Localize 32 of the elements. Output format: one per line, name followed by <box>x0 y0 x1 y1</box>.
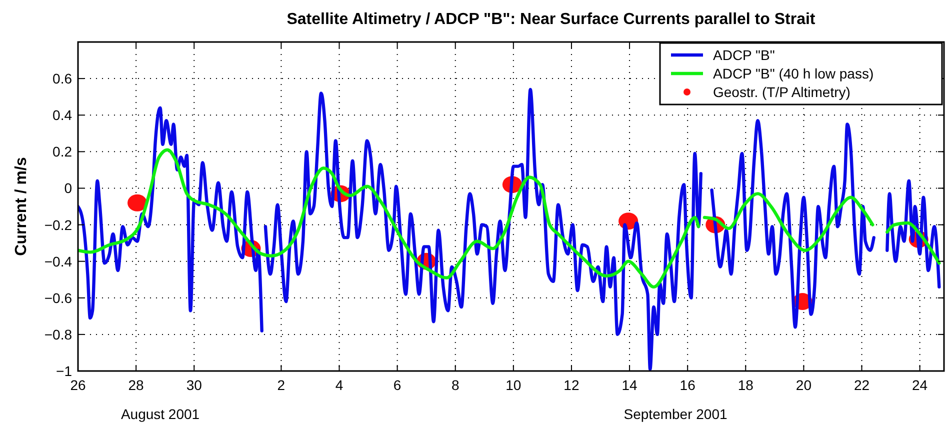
x-tick-label: 10 <box>506 377 522 393</box>
x-tick-label: 30 <box>186 377 202 393</box>
x-tick-label: 20 <box>796 377 812 393</box>
y-tick-label: −0.4 <box>44 253 72 270</box>
x-tick-label: 24 <box>912 377 928 393</box>
y-tick-label: −0.6 <box>44 290 72 306</box>
y-tick-label: −1 <box>56 363 72 379</box>
x-tick-label: 26 <box>70 377 86 393</box>
x-tick-label: 14 <box>622 377 638 393</box>
legend-label: Geostr. (T/P Altimetry) <box>713 84 850 100</box>
y-tick-label: 0.4 <box>52 107 72 124</box>
legend-label: ADCP "B" <box>713 47 775 63</box>
x-tick-label: 4 <box>335 377 344 393</box>
text: September 2001 <box>624 406 728 422</box>
y-tick-label: 0.2 <box>52 144 72 160</box>
x-tick-label: 2 <box>277 377 286 393</box>
y-tick-label: 0.6 <box>52 70 72 87</box>
y-axis-title: Current / m/s <box>13 157 30 256</box>
y-tick-label: −0.2 <box>44 216 72 233</box>
x-tick-label: 12 <box>564 377 580 393</box>
x-tick-label: 28 <box>128 377 144 393</box>
point <box>127 194 148 212</box>
y-tick-label: 0 <box>64 180 72 196</box>
x-tick-label: 6 <box>393 377 402 393</box>
x-tick-label: 22 <box>854 377 870 393</box>
x-tick-label: 18 <box>738 377 754 393</box>
legend-label: ADCP "B" (40 h low pass) <box>713 66 874 82</box>
chart-title: Satellite Altimetry / ADCP "B": Near Surface Currents parallel to Strait <box>286 11 816 28</box>
text: August 2001 <box>120 406 200 422</box>
x-tick-label: 16 <box>680 377 696 393</box>
x-tick-label: 8 <box>451 377 460 393</box>
y-tick-label: −0.8 <box>44 326 72 342</box>
